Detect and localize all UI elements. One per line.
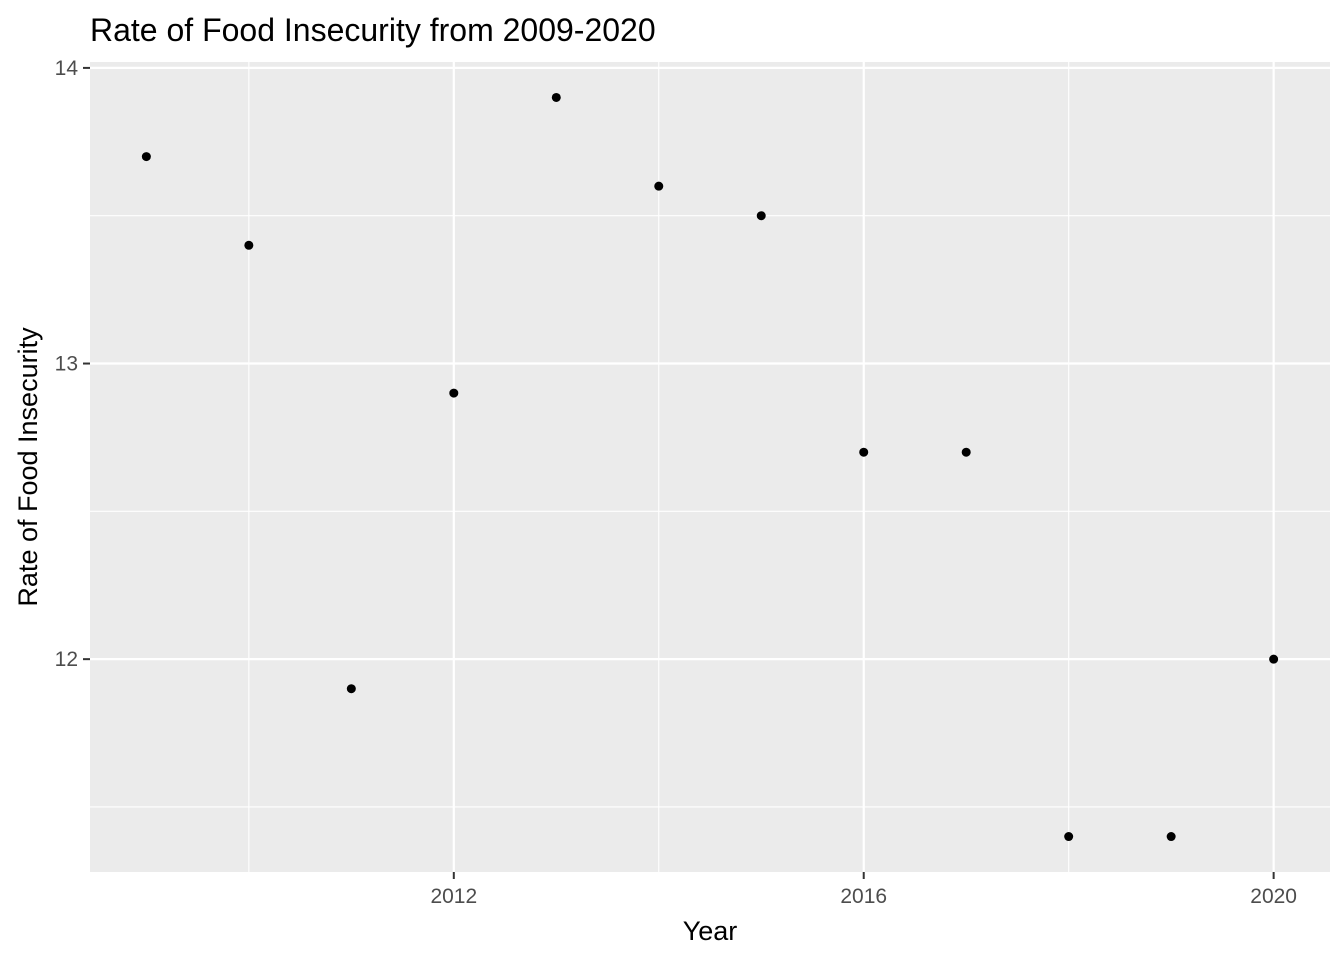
y-axis-title: Rate of Food Insecurity	[13, 327, 43, 607]
data-point-0	[141, 152, 151, 162]
y-tick-label-1: 13	[55, 353, 78, 376]
data-points	[141, 92, 1279, 842]
data-point-9	[1064, 832, 1074, 842]
data-point-8	[961, 447, 971, 457]
tick-labels: 2012 2016 2020 12 13 14	[55, 57, 1297, 908]
y-tick-label-2: 14	[55, 57, 79, 80]
x-tick-label-2: 2020	[1250, 885, 1297, 908]
x-tick-label-1: 2016	[840, 885, 887, 908]
data-point-7	[859, 447, 869, 457]
data-point-3	[449, 388, 459, 398]
data-point-4	[551, 92, 561, 102]
x-axis-title: Year	[683, 916, 738, 946]
data-point-6	[756, 211, 766, 221]
minor-gridlines	[90, 62, 1330, 872]
data-point-11	[1269, 654, 1279, 664]
major-gridlines	[90, 62, 1330, 872]
data-point-2	[346, 684, 356, 694]
plot-panel	[90, 62, 1330, 872]
data-point-1	[244, 240, 254, 250]
chart-title: Rate of Food Insecurity from 2009-2020	[90, 12, 656, 48]
axis-ticks	[83, 66, 1275, 879]
x-tick-label-0: 2012	[430, 885, 477, 908]
data-point-10	[1166, 832, 1176, 842]
data-point-5	[654, 181, 664, 191]
y-tick-label-0: 12	[55, 648, 78, 671]
